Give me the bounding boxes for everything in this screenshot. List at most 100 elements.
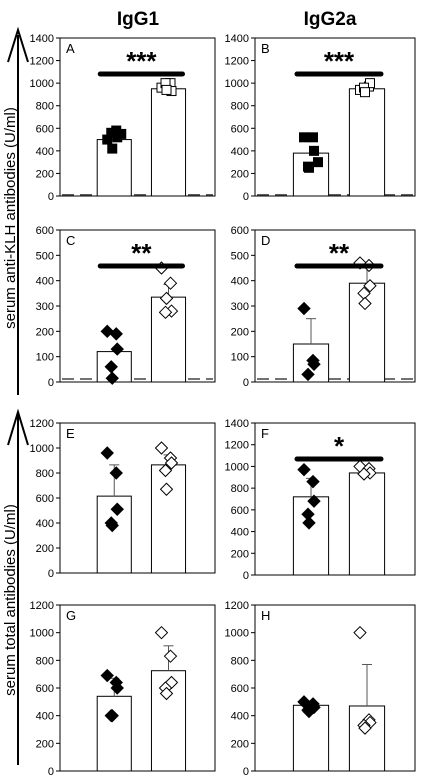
panel-e: 0 200 400 600 800 1000 1200 E [30, 418, 216, 580]
y-tick-label: 200 [231, 548, 249, 560]
y-tick-label: 200 [231, 738, 249, 750]
panel-a: 0 200 400 600 800 1000 1200 1400 A *** [30, 33, 216, 203]
data-point [100, 446, 114, 460]
y-tick-label: 1000 [225, 78, 249, 90]
significance-stars: ** [329, 238, 350, 268]
panel-e-frame [59, 422, 216, 574]
y-tick-label: 400 [36, 276, 54, 288]
y-tick-label: 500 [36, 250, 54, 262]
y-tick-label: 600 [36, 493, 54, 505]
y-tick-label: 0 [48, 191, 54, 203]
y-axis-arrows [7, 26, 29, 765]
y-tick-label: 400 [231, 146, 249, 158]
y-tick-label: 500 [231, 250, 249, 262]
y-tick-label: 1000 [225, 628, 249, 640]
y-tick-label: 1400 [30, 33, 54, 45]
panel-h-frame [254, 604, 416, 772]
significance-stars: *** [126, 46, 157, 76]
y-tick-label: 0 [48, 766, 54, 778]
y-tick-label: 800 [231, 483, 249, 495]
y-tick-label: 800 [36, 468, 54, 480]
bar-group1 [96, 139, 132, 197]
data-point [163, 649, 178, 663]
panel-d: 0 100 200 300 400 500 600 D ** [231, 225, 416, 389]
data-point [109, 327, 123, 341]
y-tick-label: 400 [36, 711, 54, 723]
y-tick-label: 200 [36, 168, 54, 180]
bar-group2 [348, 282, 386, 383]
data-point [307, 494, 321, 508]
data-point [306, 474, 320, 489]
y-tick-label: 1400 [225, 418, 249, 430]
bar-group1 [96, 695, 132, 772]
y-tick-label: 1000 [30, 628, 54, 640]
y-tick-label: 200 [36, 738, 54, 750]
panel-letter: F [261, 426, 269, 441]
bar-group1 [292, 152, 330, 197]
data-point [158, 305, 173, 320]
panel-letter: E [66, 426, 75, 441]
data-point [159, 686, 174, 701]
y-tick-label: 600 [36, 123, 54, 135]
data-point [105, 518, 119, 533]
data-point [106, 127, 117, 138]
data-point [161, 84, 172, 95]
bar-group2 [348, 88, 386, 197]
y-tick-label: 200 [231, 168, 249, 180]
y-tick-label: 1200 [30, 418, 54, 430]
data-point [307, 357, 321, 371]
y-tick-label: 1200 [30, 600, 54, 612]
data-point [100, 668, 114, 683]
y-tick-label: 100 [231, 352, 249, 364]
panel-b-frame [254, 37, 416, 197]
y-tick-label: 1200 [30, 56, 54, 68]
panel-g: 0 200 400 600 800 1000 1200 G [30, 600, 216, 778]
data-point [105, 371, 119, 385]
data-point [110, 342, 124, 356]
data-point [164, 456, 179, 470]
data-point [304, 162, 314, 173]
y-tick-label: 400 [231, 527, 249, 539]
y-tick-label: 1000 [30, 78, 54, 90]
bar-group2 [150, 88, 187, 197]
significance-stars: ** [131, 238, 152, 268]
y-tick-label: 0 [48, 377, 54, 389]
column-title-igg2a: IgG2a [304, 9, 357, 30]
panel-letter: D [261, 233, 270, 248]
panel-letter: H [261, 608, 270, 623]
panel-f-frame [254, 422, 416, 576]
y-tick-label: 600 [231, 123, 249, 135]
y-tick-label: 300 [231, 301, 249, 313]
y-tick-label: 400 [36, 518, 54, 530]
data-point [308, 132, 318, 143]
y-label-total: serum total antibodies (U/ml) [2, 504, 19, 696]
bar-group1 [292, 496, 330, 576]
data-point [159, 482, 174, 496]
panel-a-frame [59, 37, 216, 197]
y-tick-label: 0 [48, 568, 54, 580]
column-title-igg1: IgG1 [117, 9, 160, 30]
y-tick-label: 600 [231, 505, 249, 517]
y-tick-label: 300 [36, 301, 54, 313]
data-point [107, 143, 118, 154]
y-tick-label: 1200 [225, 440, 249, 452]
y-tick-label: 200 [231, 326, 249, 338]
panel-c: 0 100 200 300 400 500 600 C ** [36, 225, 216, 389]
y-label-anti-klh: serum anti-KLH antibodies (U/ml) [2, 107, 19, 329]
y-tick-label: 400 [36, 146, 54, 158]
data-point [299, 132, 309, 143]
data-point [302, 704, 316, 719]
panel-f: 0 200 400 600 800 1000 1200 1400 F * [225, 418, 416, 582]
y-tick-label: 400 [231, 276, 249, 288]
data-point [158, 463, 173, 478]
y-tick-label: 200 [36, 543, 54, 555]
data-point [116, 128, 127, 139]
panel-b: 0 200 400 600 800 1000 1200 1400 B *** [225, 33, 416, 203]
y-tick-label: 600 [36, 683, 54, 695]
significance-stars: * [334, 431, 345, 461]
panel-letter: G [66, 608, 76, 623]
bar-group2 [348, 472, 386, 576]
panel-letter: C [66, 233, 75, 248]
y-tick-label: 1200 [225, 56, 249, 68]
